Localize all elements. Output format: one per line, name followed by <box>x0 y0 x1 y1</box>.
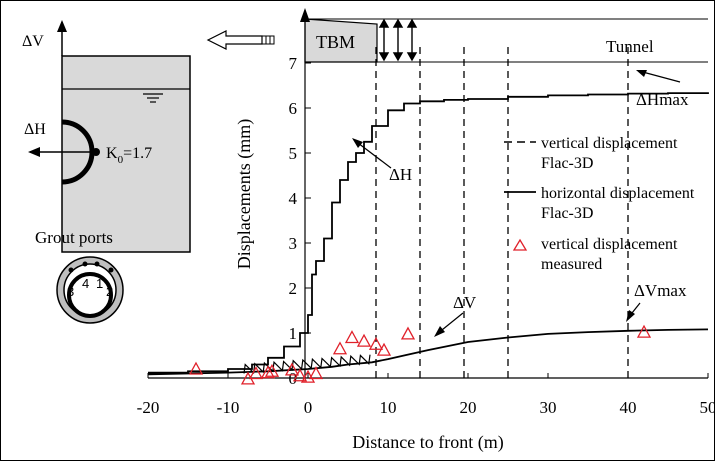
legend-solid-label-1: horizontal displacement <box>541 185 695 202</box>
inset-dh-label: ΔH <box>24 121 46 138</box>
dh-label: ΔH <box>389 165 412 184</box>
y-tick-label: 5 <box>289 144 298 163</box>
legend-marker-label-1: vertical displacement <box>541 236 678 253</box>
dhmax-pointer-arrow-icon <box>636 70 647 77</box>
legend-solid-label-2: Flac-3D <box>541 205 593 222</box>
arrow-tail-icon <box>262 36 274 44</box>
x-axis-label: Distance to front (m) <box>352 432 503 453</box>
vertical-displacement-line <box>148 329 708 374</box>
measured-point <box>334 343 346 354</box>
x-tick-label: -10 <box>217 398 240 417</box>
legend-dashed-label-2: Flac-3D <box>541 155 593 172</box>
port-dot-icon <box>109 268 114 273</box>
port-label-2: 2 <box>106 284 113 299</box>
port-dot-icon <box>95 262 100 267</box>
x-tick-label: 10 <box>380 398 397 417</box>
y-tick-label: 6 <box>289 99 298 118</box>
dhmax-label: ΔHmax <box>636 90 689 109</box>
grout-ports-inset: Grout ports 3 4 1 2 <box>35 228 123 323</box>
legend-marker-label-2: measured <box>541 256 602 273</box>
x-tick-label: 20 <box>460 398 477 417</box>
port-label-4: 4 <box>82 276 89 291</box>
measured-point <box>358 335 370 346</box>
tunnel-band: TBM Tunnel <box>208 19 708 62</box>
legend-marker-swatch <box>514 240 526 250</box>
measured-point <box>638 326 650 337</box>
y-tick-label: 2 <box>289 279 298 298</box>
measured-point <box>346 332 358 343</box>
port-dot-icon <box>69 268 74 273</box>
x-tick-label: 50 <box>700 398 715 417</box>
legend: vertical displacement Flac-3D horizontal… <box>504 135 695 273</box>
x-tick-label: 40 <box>620 398 637 417</box>
y-tick-label: 1 <box>289 324 298 343</box>
dv-label: ΔV <box>453 293 477 312</box>
soil-inset: ΔV ΔH K0=1.7 <box>22 20 190 252</box>
port-label-1: 1 <box>96 276 103 291</box>
tbm-label: TBM <box>316 32 355 52</box>
inset-dv-label: ΔV <box>22 33 44 50</box>
dv-pointer-arrow-icon <box>434 326 445 337</box>
pivot-dot-icon <box>92 148 100 156</box>
measured-point <box>402 328 414 339</box>
y-tick-label: 3 <box>289 234 298 253</box>
y-axis-arrow-icon <box>300 8 310 22</box>
x-tick-label: 30 <box>540 398 557 417</box>
dh-arrow-icon <box>28 147 40 157</box>
legend-dashed-label-1: vertical displacement <box>541 135 678 152</box>
x-tick-label: -20 <box>137 398 160 417</box>
jack-arrows-icon <box>380 20 416 60</box>
y-tick-label: 7 <box>289 54 298 73</box>
x-tick-label: 0 <box>304 398 313 417</box>
advance-direction-arrow-icon <box>208 31 262 49</box>
dvmax-label: ΔVmax <box>634 281 687 300</box>
y-tick-label: 4 <box>289 189 298 208</box>
port-dot-icon <box>83 262 88 267</box>
dv-arrow-icon <box>57 20 67 32</box>
grout-ports-title: Grout ports <box>35 228 113 247</box>
dh-pointer-arrow-icon <box>352 138 363 148</box>
port-label-3: 3 <box>67 284 74 299</box>
series-layer <box>148 45 708 384</box>
x-tick-group: -20 -10 0 10 20 30 40 50 <box>137 373 715 417</box>
tunnel-label: Tunnel <box>606 37 654 56</box>
y-axis-label: Displacements (mm) <box>234 119 255 269</box>
